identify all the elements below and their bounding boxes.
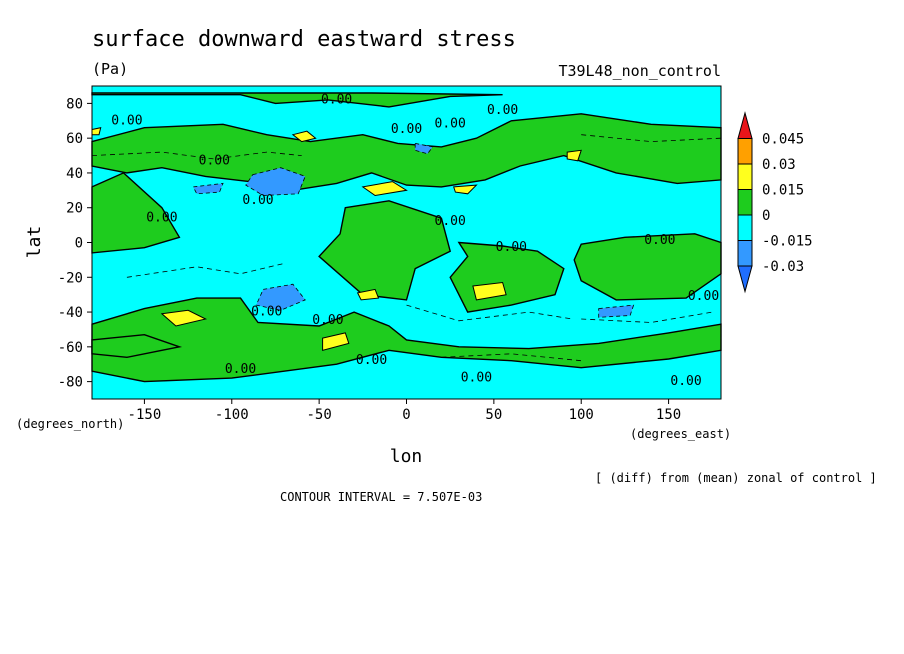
positive-region [91,297,722,383]
colorbar-label: 0.045 [762,132,804,148]
positive-region [91,113,722,192]
y-tick-label: -40 [58,305,83,321]
x-axis-label: lon [390,446,423,467]
negative-contour [91,151,302,160]
strong-positive-region [91,127,102,136]
contour-label: 0.00 [461,371,492,386]
diff-note: [ (diff) from (mean) zonal of control ] [595,471,877,485]
negative-region [192,182,224,195]
y-tick-label: 20 [66,201,83,217]
positive-region [91,92,503,108]
strong-positive-region [291,130,317,143]
contour-interval: CONTOUR INTERVAL = 7.507E-03 [280,490,482,504]
strong-positive-region [453,184,478,195]
x-axis-ticks: -150 -100 -50 0 50 100 150 [128,399,681,423]
y-units-label: (degrees_north) [16,417,124,431]
negative-region [598,304,635,318]
y-tick-label: 80 [66,96,83,112]
negative-regions [192,142,635,318]
x-tick-label: 0 [402,407,410,423]
contour-label: 0.00 [644,233,675,248]
strong-positive-regions [91,127,582,351]
strong-positive-region [356,288,380,301]
strong-positive-region [361,181,408,197]
positive-regions [91,92,722,383]
negative-region [245,167,306,196]
contour-label: 0.00 [312,313,343,328]
contour-label: 0.00 [670,374,701,389]
colorbar-label: 0.03 [762,157,796,173]
contour-label: 0.00 [435,214,466,229]
contour-labels: 0.00 0.00 0.00 0.00 0.00 0.00 0.00 0.00 0.00 0.00… [111,92,719,389]
colorbar-segment [737,138,753,165]
x-units-label: (degrees_east) [630,427,731,441]
y-tick-label: -20 [58,270,83,286]
plot-area: 0.00 0.00 0.00 0.00 0.00 0.00 0.00 0.00 0.00 0.00… [91,85,722,400]
x-tick-label: 50 [485,407,502,423]
y-tick-label: -60 [58,340,83,356]
x-tick-label: 100 [569,407,594,423]
units-label: (Pa) [92,60,128,78]
colorbar-segment [737,214,753,241]
contour-label: 0.00 [487,103,518,118]
contour-label: 0.00 [146,211,177,226]
contour-label: 0.00 [225,362,256,377]
experiment-label: T39L48_non_control [558,62,721,80]
x-tick-label: -50 [306,407,331,423]
positive-region [573,233,722,301]
positive-region [318,200,452,301]
negative-contour [406,304,573,322]
colorbar-segment [737,163,753,190]
y-axis-ticks: -80 -60 -40 -20 0 20 40 60 80 [58,96,92,391]
colorbar-label: 0 [762,208,770,224]
colorbar-segment [737,189,753,216]
negative-region [255,283,306,311]
contour-label: 0.00 [356,353,387,368]
y-tick-label: 60 [66,131,83,147]
contour-label: 0.00 [321,92,352,107]
chart-title: surface downward eastward stress [92,27,516,52]
y-tick-label: 0 [75,236,83,252]
strong-positive-region [566,149,582,162]
contour-label: 0.00 [242,193,273,208]
negative-contour [126,263,285,278]
y-axis-label: lat [24,226,45,259]
y-tick-label: -80 [58,375,83,391]
strong-positive-region [472,281,507,301]
colorbar-label: 0.015 [762,183,804,199]
colorbar-segment [737,240,753,267]
x-tick-label: 150 [656,407,681,423]
contour-label: 0.00 [111,113,142,128]
colorbar-label: -0.015 [762,234,813,250]
colorbar-top-triangle [737,111,753,139]
negative-contour [581,311,713,323]
negative-region [414,142,434,155]
contour-label: 0.00 [251,305,282,320]
colorbar-label: -0.03 [762,259,804,275]
x-tick-label: -100 [215,407,249,423]
strong-positive-region [322,332,350,351]
negative-contours [91,134,722,362]
colorbar-bottom-triangle [737,265,753,294]
strong-positive-region [160,309,208,327]
colorbar: 0.045 0.03 0.015 0 -0.015 -0.03 [737,111,813,294]
contour-label: 0.00 [496,240,527,255]
y-tick-label: 40 [66,166,83,182]
contour-label: 0.00 [391,122,422,137]
contour-label: 0.00 [435,117,466,132]
contour-label: 0.00 [199,153,230,168]
x-tick-label: -150 [128,407,162,423]
contour-label: 0.00 [688,289,719,304]
